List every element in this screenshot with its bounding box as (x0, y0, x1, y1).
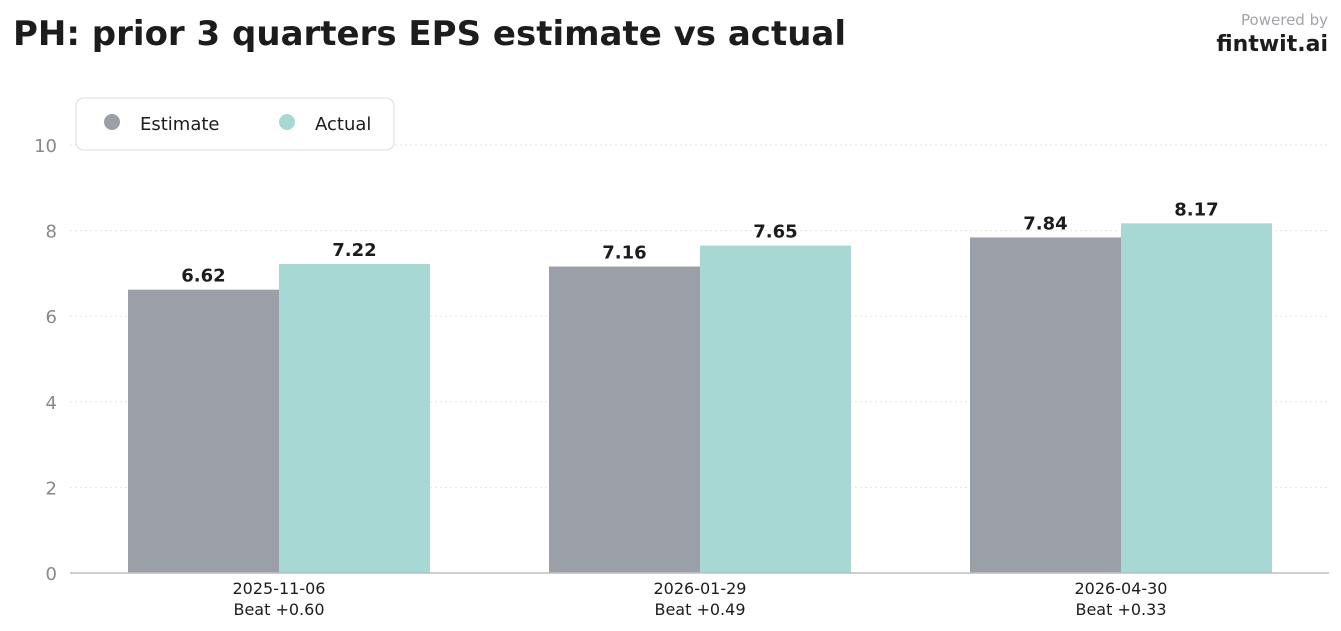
bar-value-label: 7.16 (602, 243, 646, 264)
bar-value-label: 7.22 (332, 240, 376, 261)
bar-estimate (970, 237, 1121, 573)
x-tick-sublabel: Beat +0.49 (654, 600, 745, 619)
x-tick-sublabel: Beat +0.60 (233, 600, 324, 619)
x-tick-sublabel: Beat +0.33 (1075, 600, 1166, 619)
x-tick-label: 2026-04-30 (1075, 579, 1168, 598)
brand-block: Powered by fintwit.ai (1216, 10, 1328, 60)
x-tick-label: 2025-11-06 (233, 579, 326, 598)
chart-title: PH: prior 3 quarters EPS estimate vs act… (13, 14, 847, 54)
legend-label-estimate: Estimate (140, 114, 220, 135)
y-tick-label: 2 (46, 478, 57, 499)
legend-swatch-estimate (104, 114, 120, 130)
bar-actual (279, 263, 430, 573)
bar-actual (700, 245, 851, 573)
bar-value-label: 8.17 (1174, 199, 1218, 220)
x-tick-label: 2026-01-29 (654, 579, 747, 598)
powered-by-label: Powered by (1241, 11, 1328, 29)
bar-value-label: 7.84 (1023, 213, 1067, 234)
legend-label-actual: Actual (315, 114, 371, 135)
bar-actual (1121, 223, 1272, 573)
y-tick-label: 4 (46, 393, 57, 414)
bar-estimate (128, 289, 279, 573)
legend-swatch-actual (279, 114, 295, 130)
bar-value-label: 7.65 (753, 222, 797, 243)
legend-box (75, 97, 395, 151)
y-tick-label: 8 (46, 222, 57, 243)
bar-value-label: 6.62 (181, 266, 225, 287)
brand-name: fintwit.ai (1216, 32, 1328, 57)
y-tick-label: 6 (46, 307, 57, 328)
bar-estimate (549, 266, 700, 573)
y-tick-label: 0 (46, 564, 57, 585)
y-tick-label: 10 (34, 136, 57, 157)
